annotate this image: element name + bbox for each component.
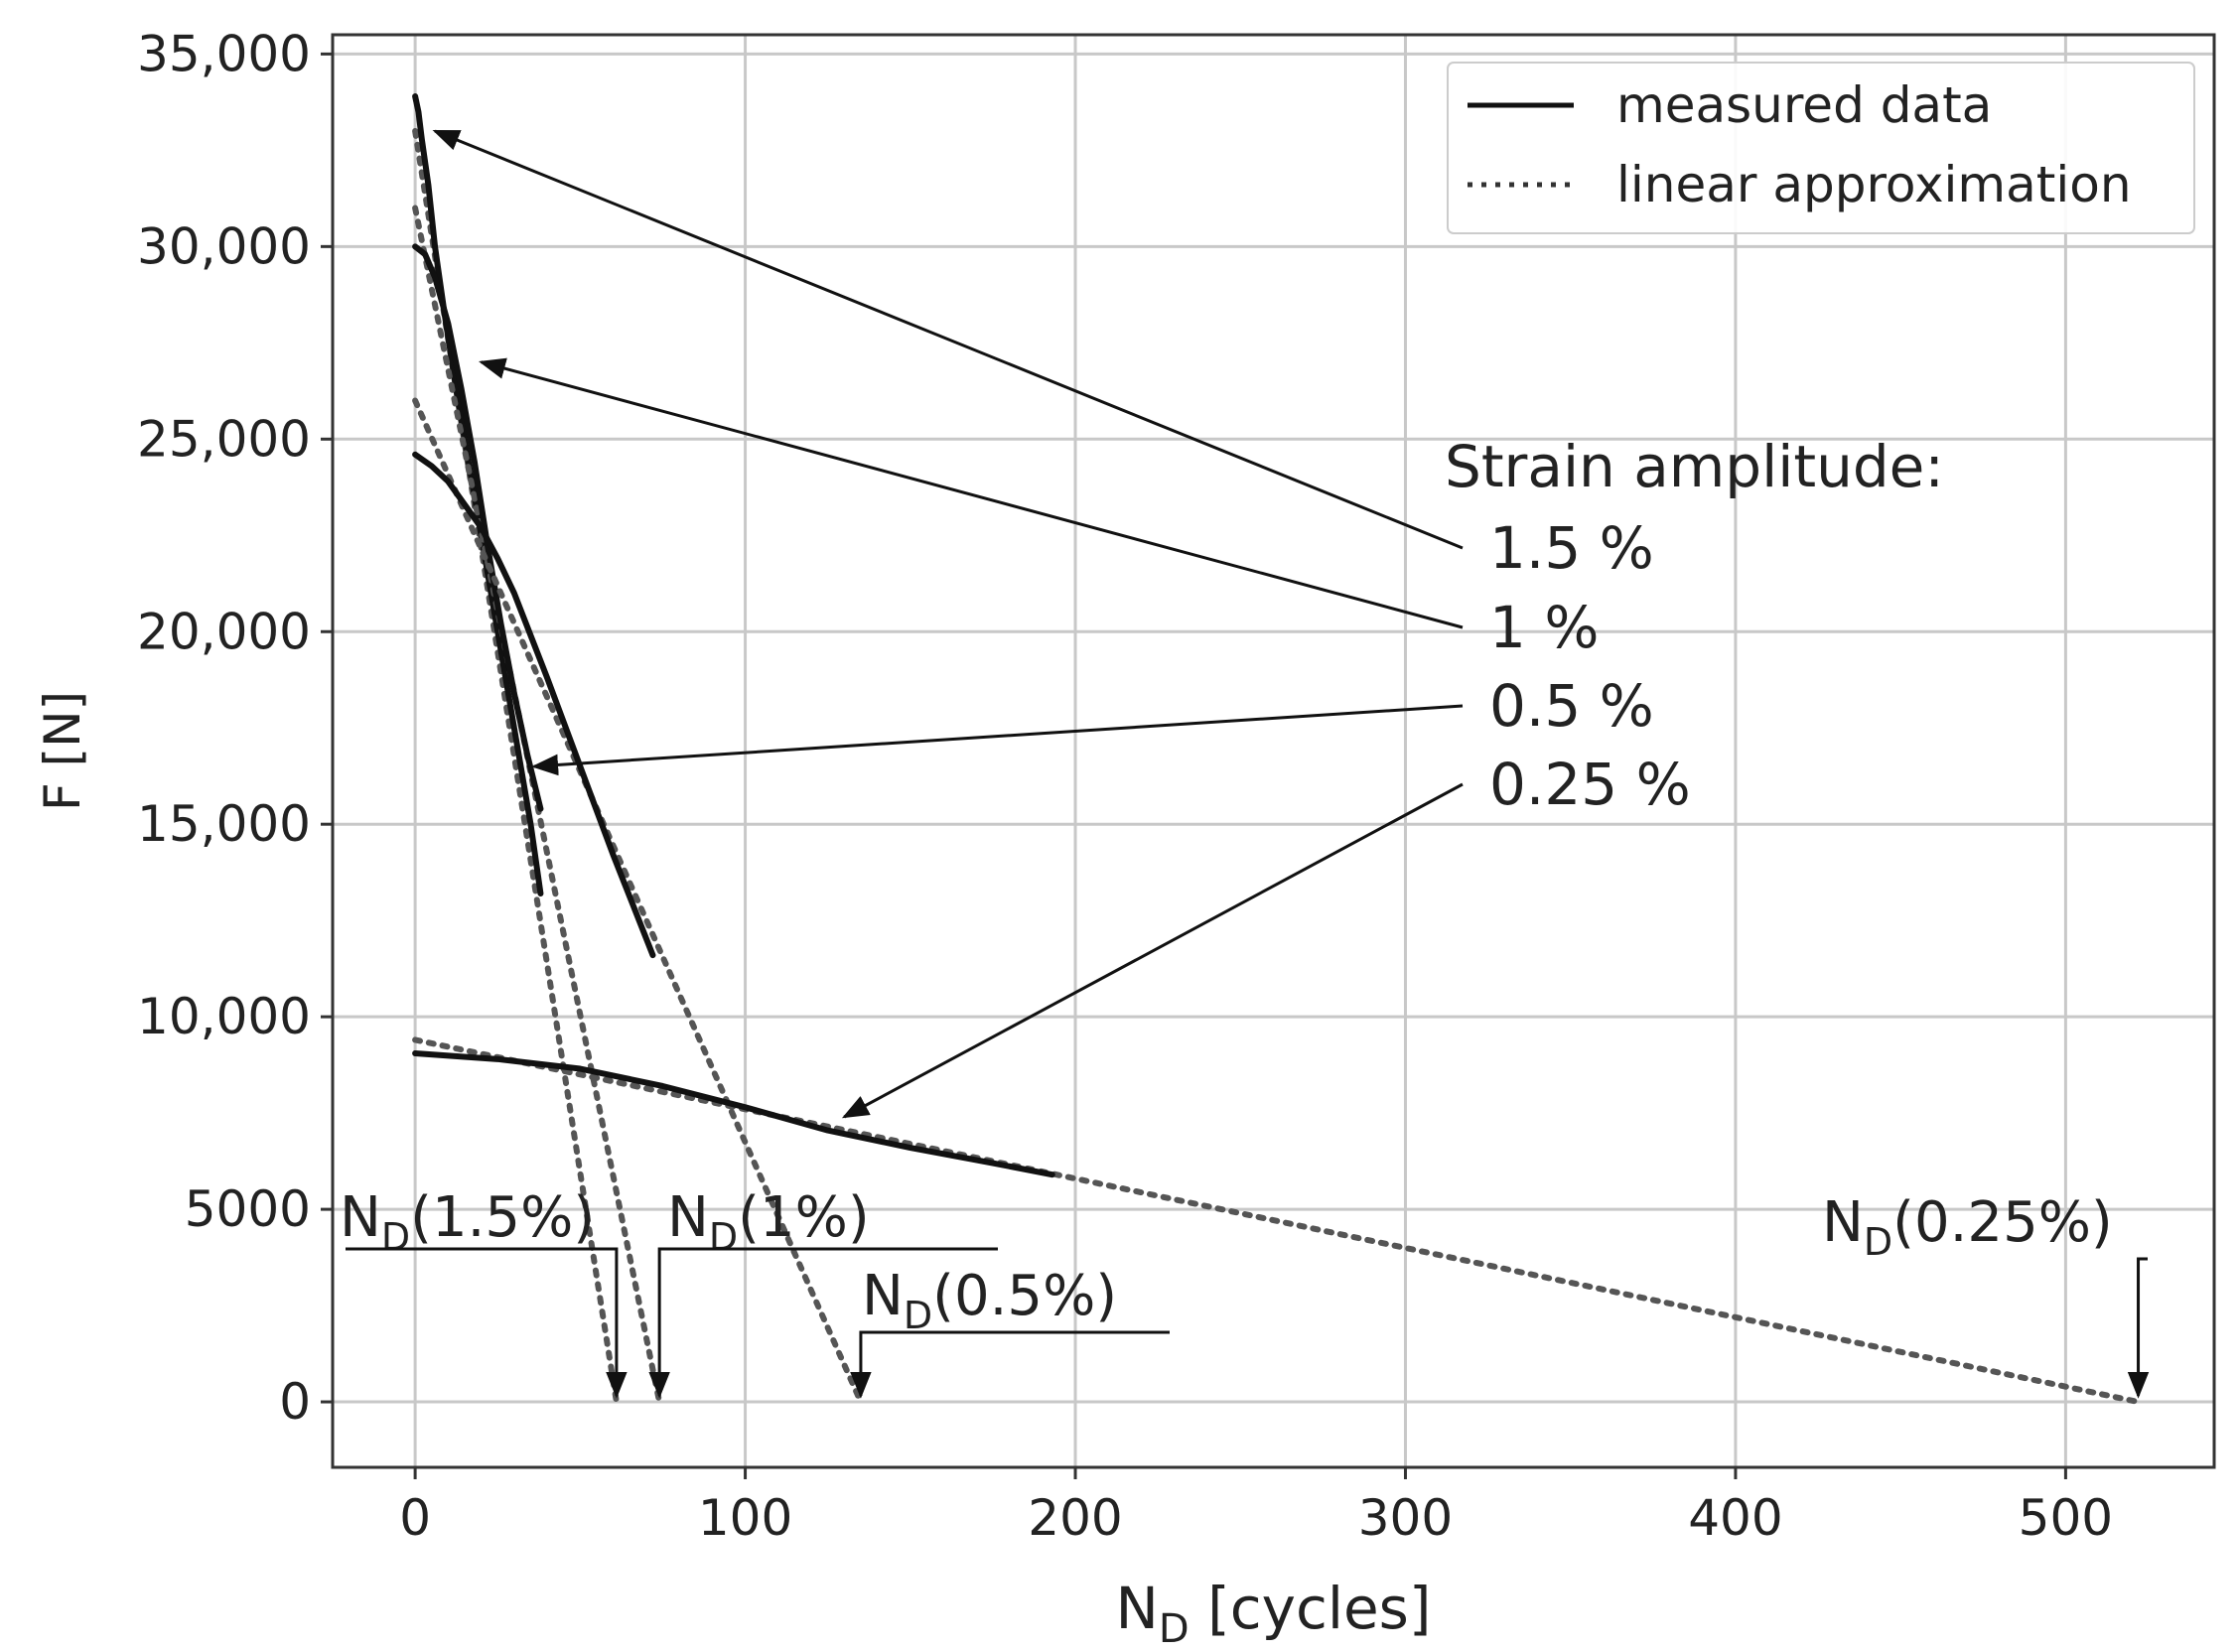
strain-amplitude-label: 0.5 % (1489, 672, 1654, 740)
y-axis-label: F [N] (34, 691, 91, 811)
y-tick-label: 25,000 (137, 410, 311, 468)
y-tick-label: 5000 (185, 1180, 311, 1238)
annotation-title: Strain amplitude: (1445, 433, 1944, 500)
nd-marker-arrow (346, 1247, 628, 1399)
legend-label-linear: linear approximation (1616, 156, 2132, 213)
x-tick-label: 500 (2019, 1489, 2113, 1547)
y-tick-label: 20,000 (137, 603, 311, 660)
y-tick-label: 15,000 (137, 795, 311, 853)
y-tick-label: 30,000 (137, 217, 311, 275)
linear-approximation-line (412, 397, 864, 1406)
grid (333, 35, 2214, 1467)
nd-marker-label: ND(1%) (667, 1185, 870, 1259)
amplitude-arrow (841, 782, 1464, 1119)
measured-data-line (412, 93, 544, 897)
x-tick-label: 0 (399, 1489, 431, 1547)
measured-data-line (412, 1050, 1055, 1178)
x-axis-label: ND [cycles] (1115, 1575, 1431, 1647)
legend: measured data linear approximation (1447, 62, 2195, 234)
y-tick-label: 35,000 (137, 25, 311, 82)
amplitude-arrow (478, 357, 1464, 629)
x-tick-label: 300 (1358, 1489, 1453, 1547)
x-tick-label: 400 (1688, 1489, 1782, 1547)
x-tick-label: 200 (1028, 1489, 1122, 1547)
nd-marker-arrow (850, 1330, 1170, 1399)
x-tick-label: 100 (698, 1489, 792, 1547)
nd-marker-arrow (2127, 1257, 2150, 1399)
series-group (412, 93, 2142, 1406)
y-tick-label: 10,000 (137, 988, 311, 1045)
plot-frame (331, 33, 2216, 1469)
linear-approximation-line (412, 1036, 2142, 1406)
measured-data-line (412, 451, 656, 959)
strain-amplitude-label: 1 % (1489, 594, 1599, 661)
nd-marker-arrow (648, 1247, 998, 1399)
amplitude-arrow (432, 129, 1464, 550)
annotations: Strain amplitude: 1.5 % 1 % 0.5 % 0.25 % ND(1… (340, 129, 2150, 1399)
y-tick-label: 0 (279, 1373, 311, 1431)
nd-marker-label: ND(1.5%) (340, 1185, 595, 1259)
nd-marker-label: ND(0.25%) (1822, 1190, 2113, 1264)
legend-box (1447, 62, 2195, 234)
strain-amplitude-label: 0.25 % (1489, 751, 1691, 818)
amplitude-arrow (531, 704, 1464, 776)
nd-marker-label: ND(0.5%) (862, 1264, 1117, 1337)
measured-data-line (412, 243, 544, 812)
ticks: 0 100 200 300 400 5000500010,00015,00020,0002… (137, 25, 2113, 1547)
strain-amplitude-label: 1.5 % (1489, 514, 1654, 582)
legend-label-measured: measured data (1616, 76, 1992, 134)
